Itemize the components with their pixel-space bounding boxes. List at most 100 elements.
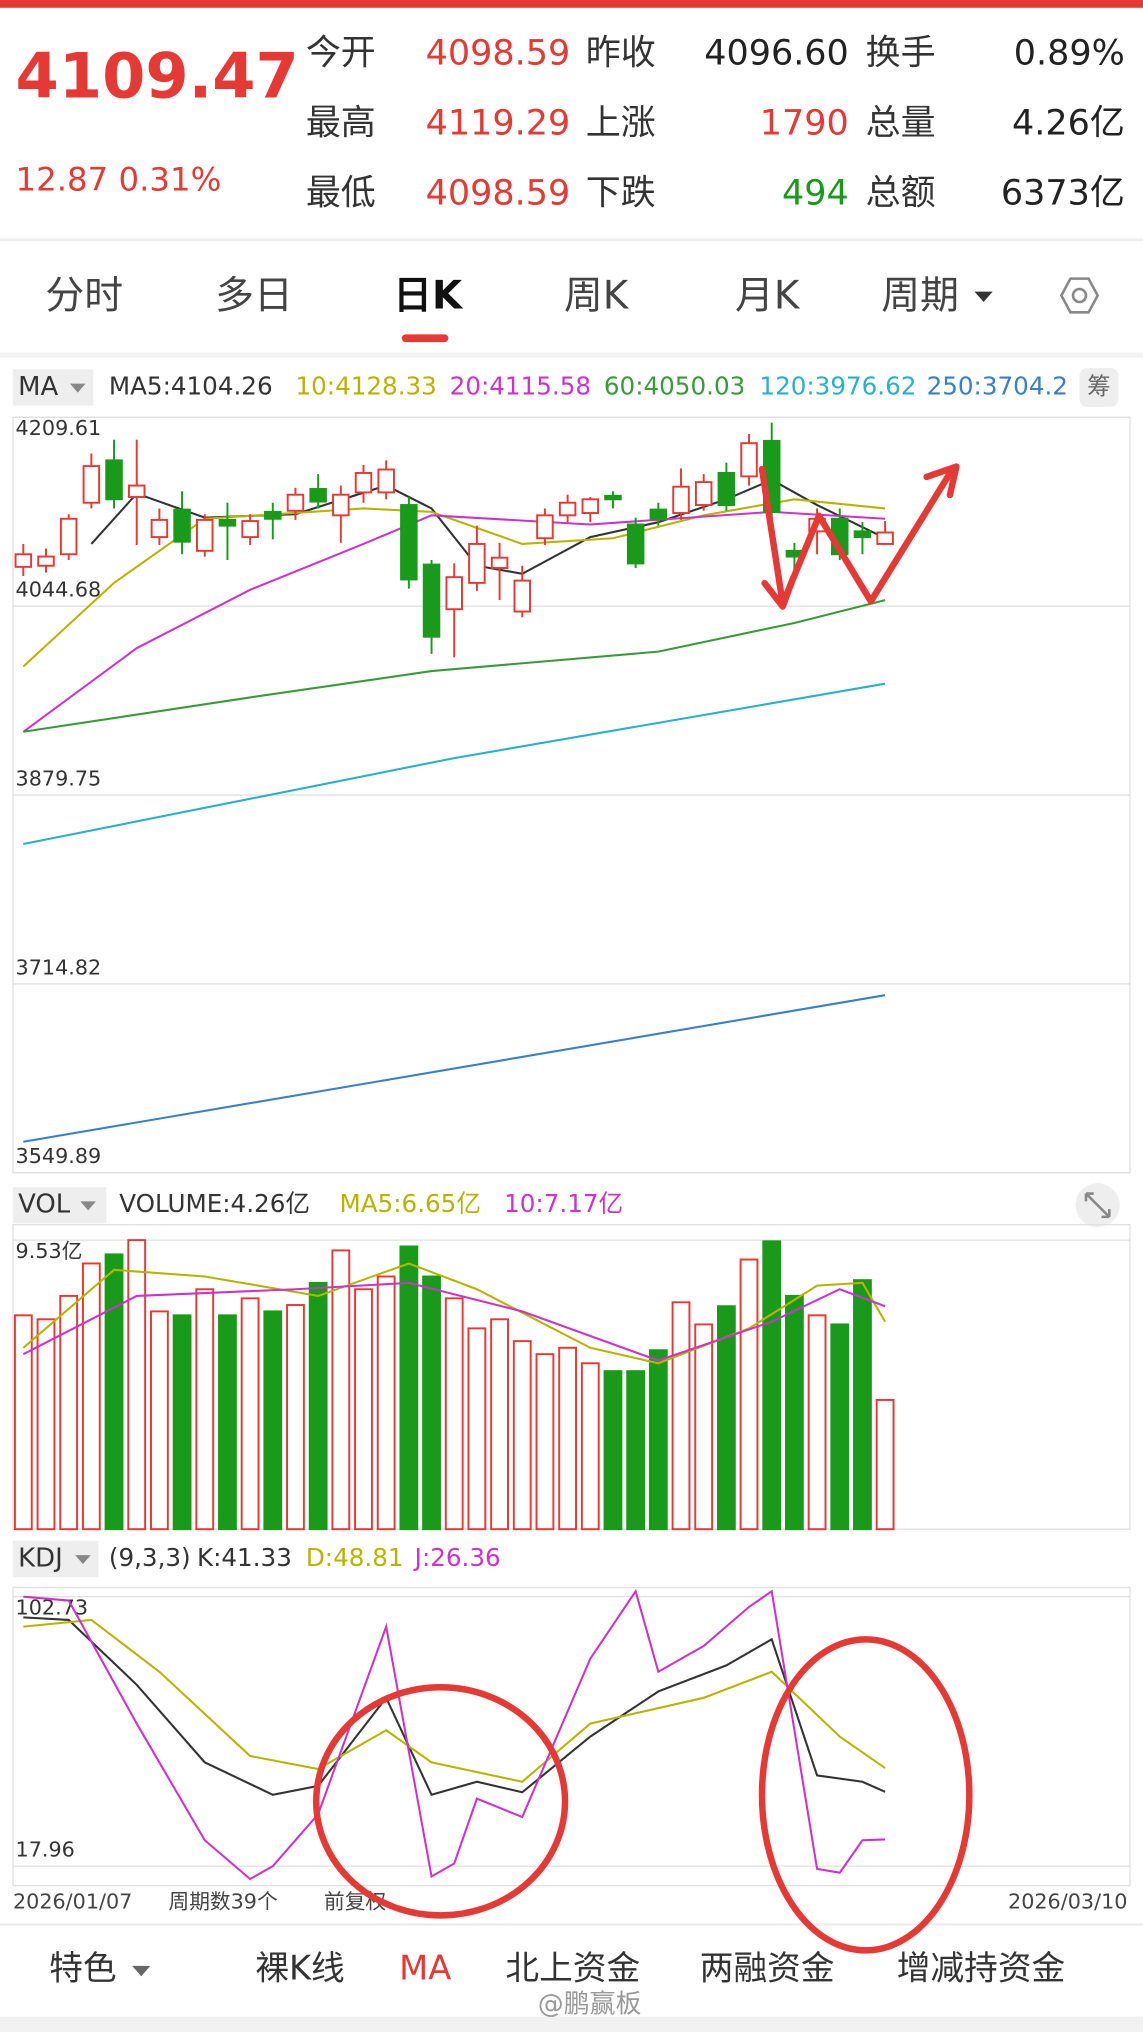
quote-value: 4.26亿	[1012, 103, 1125, 143]
dropdown-icon	[75, 1555, 91, 1565]
indicator-line	[22, 1281, 886, 1362]
tab[interactable]: 周期	[881, 274, 959, 319]
volume-bar	[150, 1310, 169, 1531]
axis-footer: 周期数39个	[168, 1889, 278, 1913]
quote-label: 下跌	[586, 173, 656, 213]
volume-bar	[81, 1262, 101, 1531]
indicator-line	[23, 994, 886, 1143]
axis-footer: 2026/01/07	[13, 1889, 132, 1913]
volume-bar	[36, 1318, 56, 1531]
volume-bar	[739, 1258, 759, 1531]
divider	[0, 238, 1143, 242]
y-tick-label: 17.96	[16, 1838, 75, 1862]
quote-label: 最低	[306, 173, 376, 213]
tab[interactable]: 多日	[215, 274, 293, 319]
indicator-line	[22, 1262, 887, 1365]
candle-body	[264, 510, 282, 520]
expand-icon	[1084, 1192, 1111, 1219]
y-tick-label: 3879.75	[16, 766, 102, 790]
quote-value: 4119.29	[426, 103, 571, 143]
toolbar-item[interactable]: 两融资金	[700, 1948, 835, 1987]
tab[interactable]: 周K	[564, 274, 630, 319]
bottom-strip	[0, 2016, 1143, 2032]
quote-value: 4098.59	[426, 173, 571, 213]
vol-legend: VOLUME:4.26亿	[119, 1189, 310, 1218]
kdj-selector[interactable]: KDJ	[18, 1543, 63, 1573]
tab[interactable]: 分时	[45, 274, 123, 319]
toolbar-item[interactable]: 裸K线	[255, 1948, 344, 1987]
candle-body	[173, 508, 191, 543]
tab-underline	[401, 334, 449, 343]
toolbar-item[interactable]: MA	[399, 1948, 451, 1987]
candle-body	[196, 518, 214, 552]
volume-bar	[853, 1279, 872, 1531]
volume-bar	[172, 1314, 192, 1531]
candle-body	[59, 517, 78, 556]
chip-button[interactable]: 筹	[1087, 373, 1110, 400]
indicator-line	[23, 1618, 886, 1783]
dropdown-icon	[132, 1965, 151, 1977]
top-bar	[0, 0, 1143, 8]
vol-selector[interactable]: VOL	[18, 1190, 71, 1220]
volume-bar	[490, 1318, 509, 1531]
volume-bar	[331, 1249, 351, 1531]
quote-label: 最高	[306, 103, 376, 143]
candle-body	[876, 531, 894, 545]
ma-legend: 10:4128.33	[295, 371, 436, 400]
volume-bar	[626, 1370, 646, 1531]
candle-body	[14, 553, 33, 568]
settings-icon[interactable]	[1059, 277, 1100, 314]
indicator-line	[23, 682, 886, 846]
annotation-arrowhead	[761, 574, 797, 610]
toolbar-item[interactable]: 特色	[49, 1948, 116, 1987]
candle-body	[332, 493, 350, 517]
volume-bar	[603, 1370, 623, 1531]
candle-body	[694, 481, 713, 506]
volume-bar	[648, 1349, 668, 1531]
quote-label: 换手	[866, 33, 936, 73]
vol-legend: MA5:6.65亿	[340, 1189, 481, 1218]
volume-bar	[59, 1294, 79, 1531]
volume-bar	[354, 1288, 373, 1531]
volume-bar	[195, 1288, 215, 1531]
toolbar-item[interactable]: 增减持资金	[897, 1948, 1065, 1987]
divider	[0, 1923, 1143, 1926]
ma-selector[interactable]: MA	[18, 372, 58, 402]
indicator-line	[22, 510, 886, 733]
ma-legend: 60:4050.03	[604, 371, 745, 400]
candle-body	[82, 465, 101, 504]
ma-legend: 20:4115.58	[450, 371, 591, 400]
candle-body	[309, 488, 327, 503]
candle-body	[490, 556, 509, 569]
candle-body	[649, 508, 668, 520]
price-change: 12.87 0.31%	[16, 160, 222, 198]
last-price: 4109.47	[16, 39, 299, 112]
quote-label: 上涨	[586, 103, 656, 143]
candle-body	[400, 504, 418, 581]
indicator-line	[23, 599, 886, 733]
toolbar-item[interactable]: 北上资金	[505, 1948, 640, 1987]
tab[interactable]: 日K	[393, 274, 464, 319]
annotation-zigzag	[758, 465, 956, 608]
candle-body	[241, 520, 259, 539]
volume-bar	[13, 1314, 33, 1531]
volume-bar	[762, 1240, 782, 1531]
quote-label: 今开	[306, 33, 376, 73]
tab[interactable]: 月K	[735, 274, 801, 319]
volume-bar	[399, 1245, 419, 1531]
annotation-arrowhead	[923, 463, 960, 499]
quote-label: 总量	[866, 103, 936, 143]
quote-value: 1790	[760, 103, 849, 143]
candle-body	[150, 518, 169, 539]
ma-legend: 120:3976.62	[759, 371, 916, 400]
candle-body	[377, 468, 395, 494]
quote-label: 总额	[866, 173, 936, 213]
quote-value: 4098.59	[426, 33, 571, 73]
volume-bar	[286, 1304, 305, 1531]
indicator-line	[23, 1588, 886, 1881]
volume-bar	[580, 1362, 600, 1531]
chip-button-bg[interactable]	[1079, 368, 1119, 407]
candle-body	[626, 523, 645, 565]
